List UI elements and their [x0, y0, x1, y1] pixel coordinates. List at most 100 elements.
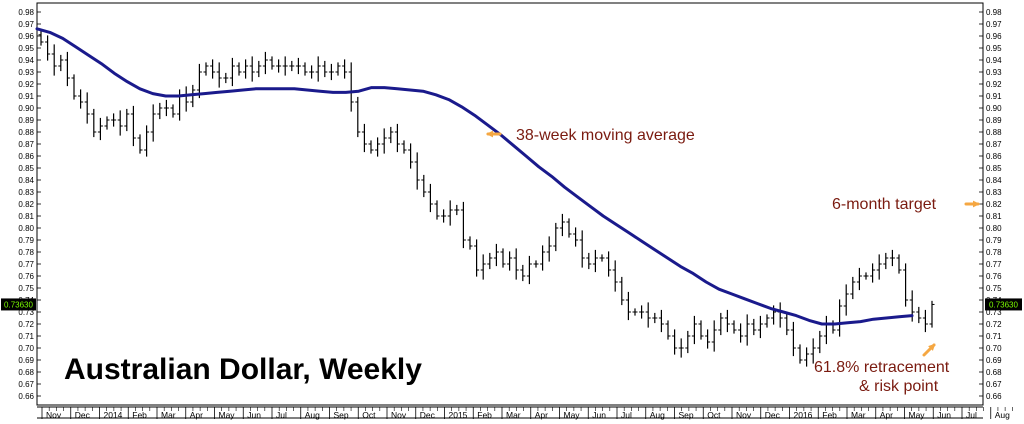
- price-tag-left-bg: [1, 298, 36, 311]
- y-tick-label-right: 0.89: [986, 116, 1002, 125]
- x-month-label: Dec: [420, 410, 436, 420]
- y-tick-label-left: 0.76: [18, 272, 34, 281]
- y-tick-label-right: 0.88: [986, 128, 1002, 137]
- arrow-right-head: [973, 200, 980, 208]
- price-tag-right: 0.73630: [989, 300, 1018, 309]
- x-month-label: Aug: [650, 410, 665, 420]
- y-tick-label-left: 0.95: [18, 44, 34, 53]
- price-bars: [38, 31, 935, 367]
- y-tick-label-left: 0.88: [18, 128, 34, 137]
- y-tick-label-right: 0.72: [986, 320, 1002, 329]
- y-tick-label-right: 0.92: [986, 80, 1002, 89]
- y-tick-label-right: 0.84: [986, 176, 1002, 185]
- current-price-tags: 0.73630 0.73630: [1, 298, 1022, 311]
- y-tick-label-right: 0.67: [986, 380, 1002, 389]
- price-tag-left: 0.73630: [4, 300, 33, 309]
- x-month-label: Jun: [247, 410, 261, 420]
- y-tick-label-left: 0.83: [18, 188, 34, 197]
- x-month-label: Nov: [391, 410, 407, 420]
- y-tick-label-left: 0.86: [18, 152, 34, 161]
- y-tick-label-left: 0.98: [18, 8, 34, 17]
- y-tick-label-left: 0.68: [18, 368, 34, 377]
- x-month-label: Mar: [851, 410, 866, 420]
- y-tick-label-right: 0.71: [986, 332, 1002, 341]
- chart-title: Australian Dollar, Weekly: [64, 353, 422, 386]
- y-tick-label-left: 0.97: [18, 20, 34, 29]
- y-tick-label-left: 0.73: [18, 308, 34, 317]
- y-tick-label-left: 0.77: [18, 260, 34, 269]
- y-axis-right: 0.98 0.97 0.96 0.95 0.94 0.93 0.92 0.91 0.90 0.89…: [979, 8, 1002, 401]
- y-tick-label-right: 0.96: [986, 32, 1002, 41]
- x-month-label: 2014: [104, 410, 123, 420]
- y-tick-label-right: 0.75: [986, 284, 1002, 293]
- y-tick-label-left: 0.89: [18, 116, 34, 125]
- x-month-label: Jul: [966, 410, 977, 420]
- x-month-label: 2015: [449, 410, 468, 420]
- y-tick-label-left: 0.94: [18, 56, 34, 65]
- x-month-label: Feb: [132, 410, 147, 420]
- x-month-label: Feb: [477, 410, 492, 420]
- y-tick-label-right: 0.76: [986, 272, 1002, 281]
- annotations: 38-week moving average 6-month target 61.8…: [486, 127, 980, 395]
- x-month-label: Oct: [707, 410, 721, 420]
- x-month-label: Mar: [161, 410, 176, 420]
- x-month-label: Apr: [190, 410, 203, 420]
- y-tick-label-left: 0.81: [18, 212, 34, 221]
- x-month-label: May: [564, 410, 581, 420]
- x-month-label: Mar: [506, 410, 521, 420]
- y-tick-label-right: 0.94: [986, 56, 1002, 65]
- y-tick-label-right: 0.97: [986, 20, 1002, 29]
- y-tick-label-right: 0.70: [986, 344, 1002, 353]
- x-month-label: Sep: [679, 410, 694, 420]
- arrow-left-head: [486, 130, 493, 138]
- x-month-label: May: [219, 410, 236, 420]
- y-tick-label-left: 0.72: [18, 320, 34, 329]
- y-tick-label-right: 0.81: [986, 212, 1002, 221]
- x-month-label: 2016: [794, 410, 813, 420]
- y-tick-label-left: 0.91: [18, 92, 34, 101]
- x-month-label: Nov: [46, 410, 62, 420]
- x-month-label: Jul: [276, 410, 287, 420]
- x-month-label: Aug: [305, 410, 320, 420]
- x-month-label: Dec: [75, 410, 91, 420]
- y-tick-label-left: 0.70: [18, 344, 34, 353]
- y-tick-label-left: 0.78: [18, 248, 34, 257]
- y-tick-label-left: 0.84: [18, 176, 34, 185]
- y-tick-label-right: 0.80: [986, 224, 1002, 233]
- y-tick-label-right: 0.85: [986, 164, 1002, 173]
- y-tick-label-left: 0.75: [18, 284, 34, 293]
- arrow-up-right-head: [928, 343, 936, 351]
- y-axis-left: 0.98 0.97 0.96 0.95 0.94 0.93 0.92 0.91 0.90 0.89…: [18, 8, 41, 401]
- y-tick-label-right: 0.86: [986, 152, 1002, 161]
- y-tick-label-left: 0.85: [18, 164, 34, 173]
- y-tick-label-left: 0.87: [18, 140, 34, 149]
- annotation-moving-average: 38-week moving average: [516, 127, 695, 144]
- y-tick-label-right: 0.90: [986, 104, 1002, 113]
- x-month-label: Jun: [937, 410, 951, 420]
- y-tick-label-right: 0.82: [986, 200, 1002, 209]
- y-tick-label-left: 0.69: [18, 356, 34, 365]
- y-tick-label-right: 0.79: [986, 236, 1002, 245]
- x-month-label: Dec: [765, 410, 781, 420]
- x-month-label: Apr: [535, 410, 548, 420]
- x-month-label: Apr: [880, 410, 893, 420]
- x-month-label: Jul: [621, 410, 632, 420]
- price-tag-right-bg: [985, 298, 1022, 311]
- x-month-label: May: [909, 410, 926, 420]
- y-tick-label-left: 0.79: [18, 236, 34, 245]
- annotation-retracement: 61.8% retracement: [814, 359, 950, 376]
- y-tick-label-left: 0.90: [18, 104, 34, 113]
- x-month-label: Jun: [592, 410, 606, 420]
- y-tick-label-right: 0.83: [986, 188, 1002, 197]
- y-tick-label-left: 0.92: [18, 80, 34, 89]
- y-tick-label-right: 0.77: [986, 260, 1002, 269]
- y-tick-label-left: 0.93: [18, 68, 34, 77]
- moving-average-series: [35, 27, 914, 326]
- y-tick-label-right: 0.78: [986, 248, 1002, 257]
- y-tick-label-right: 0.73: [986, 308, 1002, 317]
- x-axis: Nov Dec 2014 Feb Mar Apr May Jun Jul Aug Sep Oct Nov…: [37, 406, 1013, 420]
- x-month-label: Feb: [822, 410, 837, 420]
- annotation-target: 6-month target: [832, 196, 937, 213]
- y-tick-label-right: 0.95: [986, 44, 1002, 53]
